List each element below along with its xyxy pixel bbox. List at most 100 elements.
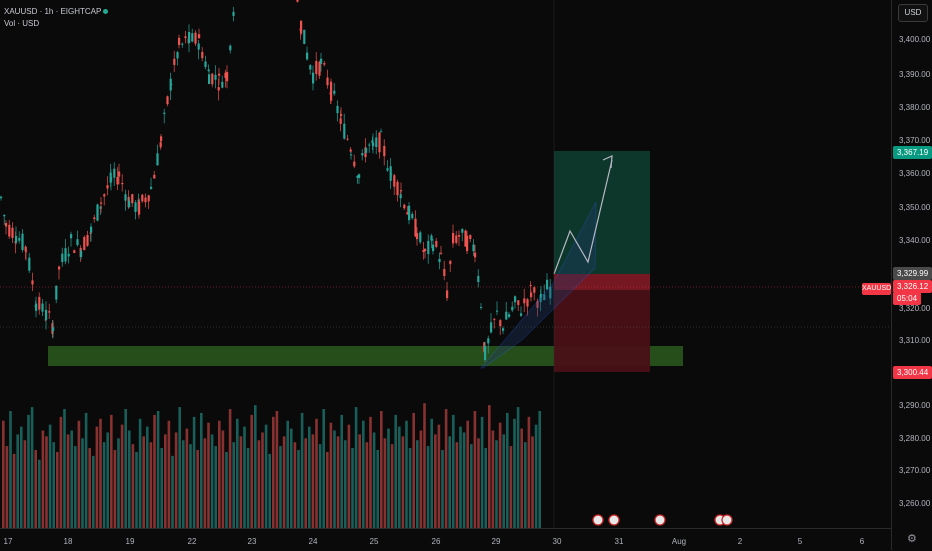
symbol-title[interactable]: XAUUSD · 1h · EIGHTCAP xyxy=(4,7,102,16)
candle-body xyxy=(390,173,393,176)
volume-bar xyxy=(509,446,513,528)
candle-body xyxy=(464,230,467,247)
candle-body xyxy=(333,90,336,94)
candle-body xyxy=(496,310,499,312)
candle-body xyxy=(396,181,399,196)
candle-body xyxy=(35,303,38,311)
volume-bar xyxy=(178,407,181,528)
time-axis-label: 25 xyxy=(369,537,379,546)
volume-bar xyxy=(135,451,138,528)
candle-body xyxy=(11,227,14,239)
volume-bar xyxy=(210,434,214,528)
volume-bar xyxy=(293,442,297,528)
candle-body xyxy=(461,228,464,233)
volume-bar xyxy=(257,440,261,528)
volume-bar xyxy=(282,436,286,528)
volume-bar xyxy=(470,444,473,528)
candle-body xyxy=(41,303,44,312)
candle-body xyxy=(166,96,169,105)
volume-bar xyxy=(398,426,401,528)
candle-body xyxy=(128,200,131,208)
volume-bar xyxy=(113,450,117,528)
volume-bar xyxy=(20,426,23,528)
volume-bar xyxy=(74,446,77,528)
volume-bar xyxy=(326,451,329,528)
volume-bar xyxy=(290,428,293,528)
candle-body xyxy=(446,290,449,299)
volume-bar xyxy=(56,451,59,528)
candle-body xyxy=(438,258,441,263)
volume-bar xyxy=(185,428,189,528)
volume-bar xyxy=(16,434,19,528)
economic-event-icon xyxy=(608,514,620,526)
candle-body xyxy=(141,194,144,202)
candle-body xyxy=(399,194,402,199)
candle-body xyxy=(386,168,389,171)
economic-event-icon xyxy=(654,514,666,526)
time-axis-label: 23 xyxy=(247,537,257,546)
currency-button[interactable]: USD xyxy=(898,4,928,22)
candle-body xyxy=(472,244,475,252)
volume-bar xyxy=(77,420,81,528)
volume-bar xyxy=(394,414,397,528)
volume-bar xyxy=(203,438,207,528)
candle-body xyxy=(469,235,472,240)
volume-bar xyxy=(333,430,336,528)
candle-body xyxy=(452,232,455,244)
settings-gear-icon[interactable]: ⚙ xyxy=(907,533,917,545)
price-axis-label: 3,310.00 xyxy=(899,336,931,345)
candle-body xyxy=(103,194,106,197)
chart-legend: XAUUSD · 1h · EIGHTCAP Vol · USD xyxy=(4,6,109,30)
volume-bar xyxy=(81,438,84,528)
candle-body xyxy=(536,301,539,308)
candle-body xyxy=(18,238,21,241)
candle-body xyxy=(58,266,61,270)
volume-bar xyxy=(142,436,145,528)
time-scale[interactable]: 17 18 19 22 23 24 25 26 29 30 31 Aug 2 5 6 xyxy=(0,528,891,551)
candle-body xyxy=(113,168,116,178)
candle-body xyxy=(178,37,181,46)
candle-body xyxy=(300,20,303,34)
candle-body xyxy=(138,201,141,215)
volume-bar xyxy=(174,432,178,528)
volume-legend[interactable]: Vol · USD xyxy=(4,19,40,28)
candle-body xyxy=(147,195,150,202)
candle-body xyxy=(411,213,414,219)
volume-bar xyxy=(27,414,30,528)
volume-bar xyxy=(534,424,538,528)
candle-body xyxy=(356,175,359,178)
volume-bar xyxy=(419,430,423,528)
volume-bar xyxy=(304,438,307,528)
candle-body xyxy=(419,232,422,243)
volume-bar xyxy=(99,418,102,528)
volume-bar xyxy=(200,412,203,528)
candle-body xyxy=(38,296,41,310)
price-chart[interactable] xyxy=(0,0,891,528)
chart-pane[interactable]: XAUUSD · 1h · EIGHTCAP Vol · USD XAUUSD xyxy=(0,0,891,528)
volume-bar xyxy=(315,418,318,528)
price-axis-label: 3,360.00 xyxy=(899,169,931,178)
volume-bar xyxy=(120,424,124,528)
candle-body xyxy=(380,131,383,133)
price-scale[interactable]: USD 3,400.00 3,390.00 3,380.00 3,370.00 3,36… xyxy=(891,0,932,550)
candle-body xyxy=(176,52,179,59)
candle-body xyxy=(422,250,425,252)
time-axis-label: 5 xyxy=(797,537,803,546)
volume-bar xyxy=(416,440,419,528)
volume-bar xyxy=(38,459,41,528)
volume-bar xyxy=(110,414,113,528)
volume-bar xyxy=(441,450,444,528)
candle-body xyxy=(340,114,343,116)
volume-bar xyxy=(448,436,451,528)
volume-bar xyxy=(160,448,163,528)
volume-bar xyxy=(95,426,99,528)
volume-bar xyxy=(354,407,358,528)
volume-bar xyxy=(131,444,135,528)
volume-bar xyxy=(153,414,156,528)
volume-bar xyxy=(369,416,372,528)
volume-bar xyxy=(156,411,160,528)
candle-body xyxy=(530,292,533,298)
volume-bar xyxy=(401,436,405,528)
volume-bar xyxy=(387,428,390,528)
candle-body xyxy=(25,251,28,253)
